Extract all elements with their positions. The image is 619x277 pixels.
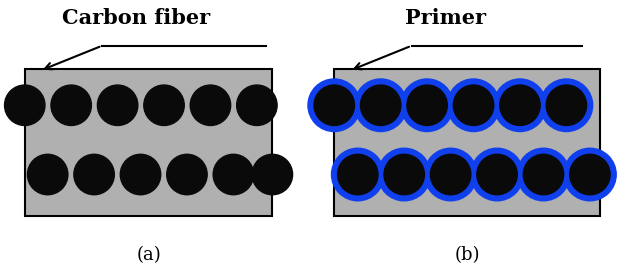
Text: (b): (b) <box>454 246 480 264</box>
Ellipse shape <box>494 79 546 132</box>
Ellipse shape <box>144 85 184 125</box>
Ellipse shape <box>401 79 453 132</box>
Ellipse shape <box>407 85 448 125</box>
Ellipse shape <box>27 154 68 195</box>
Ellipse shape <box>453 85 494 125</box>
Ellipse shape <box>120 154 161 195</box>
Ellipse shape <box>564 148 616 201</box>
Ellipse shape <box>517 148 569 201</box>
Ellipse shape <box>97 85 138 125</box>
Ellipse shape <box>425 148 477 201</box>
Text: Carbon fiber: Carbon fiber <box>62 8 210 28</box>
Ellipse shape <box>546 85 587 125</box>
Ellipse shape <box>360 85 401 125</box>
Ellipse shape <box>167 154 207 195</box>
Ellipse shape <box>314 85 355 125</box>
Ellipse shape <box>523 154 564 195</box>
Ellipse shape <box>236 85 277 125</box>
Ellipse shape <box>74 154 115 195</box>
Text: Primer: Primer <box>405 8 486 28</box>
Ellipse shape <box>540 79 592 132</box>
Ellipse shape <box>337 154 378 195</box>
Ellipse shape <box>190 85 231 125</box>
Ellipse shape <box>213 154 254 195</box>
Ellipse shape <box>384 154 425 195</box>
Ellipse shape <box>4 85 45 125</box>
Ellipse shape <box>252 154 293 195</box>
Ellipse shape <box>51 85 92 125</box>
Text: (a): (a) <box>136 246 161 264</box>
Ellipse shape <box>378 148 430 201</box>
Ellipse shape <box>332 148 384 201</box>
Bar <box>25 69 272 216</box>
Ellipse shape <box>448 79 500 132</box>
Ellipse shape <box>308 79 360 132</box>
Ellipse shape <box>477 154 517 195</box>
Ellipse shape <box>500 85 540 125</box>
Ellipse shape <box>355 79 407 132</box>
Ellipse shape <box>430 154 471 195</box>
Bar <box>334 69 600 216</box>
Ellipse shape <box>471 148 523 201</box>
Ellipse shape <box>569 154 610 195</box>
